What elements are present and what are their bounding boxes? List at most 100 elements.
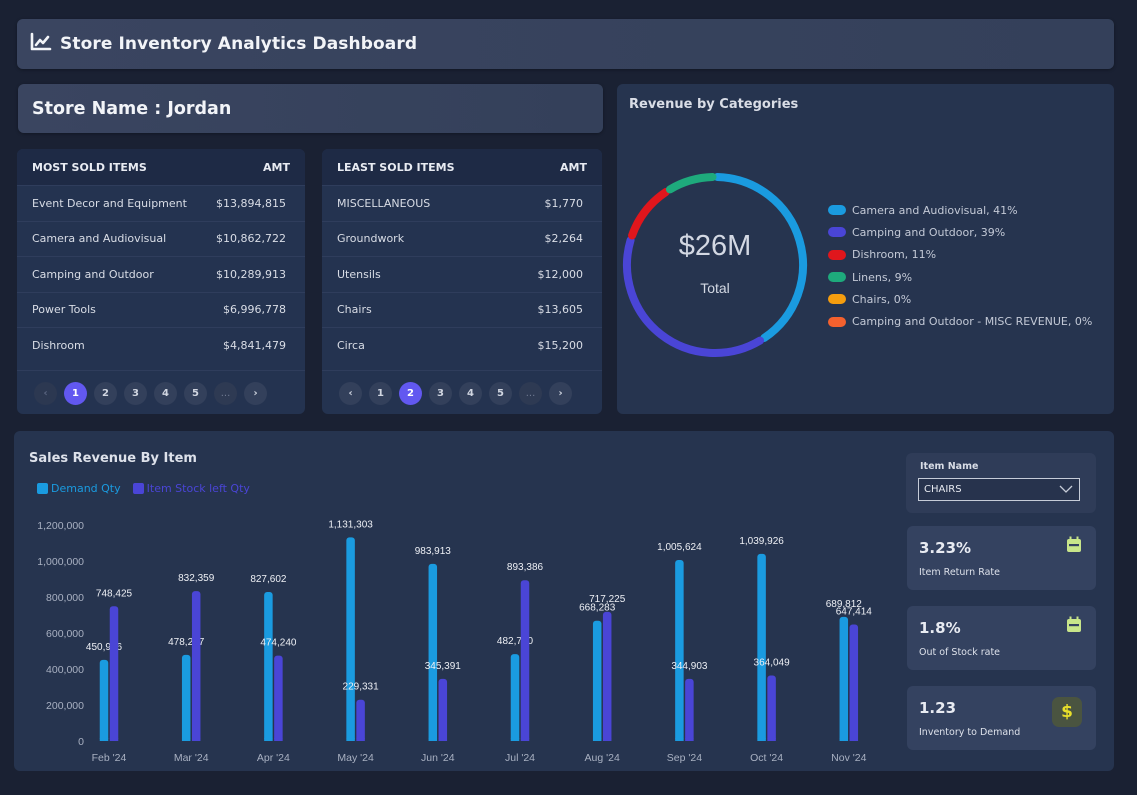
bar-base <box>839 738 849 741</box>
pagination: ‹ 1 2 3 4 5 ... › <box>34 382 267 405</box>
bar-base <box>99 738 109 741</box>
item-name-select[interactable]: CHAIRS <box>918 478 1080 501</box>
bar-stock-left-qty[interactable] <box>274 655 283 741</box>
bar-stock-left-qty[interactable] <box>767 675 776 741</box>
page-button-1[interactable]: 1 <box>369 382 392 405</box>
column-header-amt[interactable]: AMT <box>263 160 290 174</box>
legend-item[interactable]: Camping and Outdoor, 39% <box>828 221 1092 243</box>
revenue-by-categories-card: $26M Total Revenue by Categories Camera … <box>617 84 1114 414</box>
legend-item[interactable]: Item Stock left Qty <box>132 482 250 495</box>
y-tick-label: 800,000 <box>46 592 84 604</box>
kpi-label: Out of Stock rate <box>919 647 1001 658</box>
bar-base <box>849 738 859 741</box>
chevron-down-icon <box>1059 484 1073 497</box>
table-row[interactable]: Dishroom $4,841,479 <box>17 327 305 363</box>
bar-stock-left-qty[interactable] <box>191 591 201 741</box>
bar-base <box>191 738 201 741</box>
donut-slice-dishroom[interactable] <box>628 188 670 240</box>
legend-item[interactable]: Dishroom, 11% <box>828 244 1092 266</box>
bar-base <box>757 738 766 741</box>
item-name: Chairs <box>337 303 372 317</box>
page-button-3[interactable]: 3 <box>429 382 452 405</box>
donut-center-label: Total <box>700 280 730 296</box>
table-row[interactable]: MISCELLANEOUS $1,770 <box>322 185 602 221</box>
column-header-item[interactable]: MOST SOLD ITEMS <box>32 160 147 174</box>
sales-revenue-card: 0 200,000 400,000 600,000 800,000 1,000,000 1,… <box>14 431 1114 771</box>
bar-demand-qty[interactable] <box>99 659 109 741</box>
legend-item[interactable]: Linens, 9% <box>828 266 1092 288</box>
table-row[interactable]: Camera and Audiovisual $10,862,722 <box>17 220 305 257</box>
bar-base <box>685 738 694 741</box>
page-button-3[interactable]: 3 <box>124 382 147 405</box>
table-row[interactable]: Power Tools $6,996,778 <box>17 291 305 328</box>
bar-demand-qty[interactable] <box>757 553 766 741</box>
kpi-value: 1.8% <box>919 619 961 637</box>
kpi-out-of-stock-rate: 1.8% Out of Stock rate <box>907 606 1096 670</box>
legend-item[interactable]: Camera and Audiovisual, 41% <box>828 199 1092 221</box>
page-button-4[interactable]: 4 <box>459 382 482 405</box>
bar-demand-qty[interactable] <box>675 559 684 741</box>
table-row[interactable]: Utensils $12,000 <box>322 256 602 292</box>
donut-slice-camera-and-audiovisual[interactable] <box>713 173 807 342</box>
table-row[interactable]: Event Decor and Equipment $13,894,815 <box>17 185 305 221</box>
page-ellipsis[interactable]: ... <box>519 382 542 405</box>
page-button-4[interactable]: 4 <box>154 382 177 405</box>
bar-demand-qty[interactable] <box>428 563 438 741</box>
donut-slice-linens[interactable] <box>665 173 717 194</box>
bar-demand-qty[interactable] <box>510 654 520 741</box>
bar-stock-left-qty[interactable] <box>520 580 530 741</box>
page-button-2[interactable]: 2 <box>94 382 117 405</box>
bar-stock-left-qty[interactable] <box>109 606 119 741</box>
dashboard-title: Store Inventory Analytics Dashboard <box>60 34 418 54</box>
page-ellipsis[interactable]: ... <box>214 382 237 405</box>
page-button-5[interactable]: 5 <box>184 382 207 405</box>
bar-stock-left-qty[interactable] <box>849 624 859 741</box>
table-row[interactable]: Groundwork $2,264 <box>322 220 602 257</box>
item-name: Circa <box>337 338 365 352</box>
table-row[interactable]: Camping and Outdoor $10,289,913 <box>17 256 305 292</box>
next-page-button[interactable]: › <box>244 382 267 405</box>
legend-swatch <box>828 205 846 216</box>
bar-demand-qty[interactable] <box>592 620 602 741</box>
bar-base <box>510 738 520 741</box>
y-tick-label: 600,000 <box>46 628 84 640</box>
prev-page-button[interactable]: ‹ <box>34 382 57 405</box>
item-amount: $13,605 <box>537 303 584 317</box>
bar-stock-left-qty[interactable] <box>356 699 365 741</box>
page-button-5[interactable]: 5 <box>489 382 512 405</box>
data-label: 474,240 <box>260 638 297 649</box>
data-label: 983,913 <box>415 546 452 557</box>
bar-demand-qty[interactable] <box>264 592 273 741</box>
kpi-label: Item Return Rate <box>919 567 1000 578</box>
bar-base <box>264 738 273 741</box>
x-tick-label: May '24 <box>337 752 374 764</box>
page-button-2[interactable]: 2 <box>399 382 422 405</box>
bar-stock-left-qty[interactable] <box>602 611 612 741</box>
bar-demand-qty[interactable] <box>839 616 849 741</box>
column-header-amt[interactable]: AMT <box>560 160 587 174</box>
item-name: Camera and Audiovisual <box>32 232 167 246</box>
legend-item[interactable]: Chairs, 0% <box>828 288 1092 310</box>
page-button-1[interactable]: 1 <box>64 382 87 405</box>
line-chart-icon <box>30 32 52 56</box>
bar-demand-qty[interactable] <box>181 654 191 741</box>
filter-label: Item Name <box>920 461 979 472</box>
table-row[interactable]: Circa $15,200 <box>322 327 602 363</box>
prev-page-button[interactable]: ‹ <box>339 382 362 405</box>
column-header-item[interactable]: LEAST SOLD ITEMS <box>337 160 455 174</box>
legend-item[interactable]: Camping and Outdoor - MISC REVENUE, 0% <box>828 310 1092 332</box>
bar-demand-qty[interactable] <box>346 537 355 741</box>
sales-bar-chart: 0 200,000 400,000 600,000 800,000 1,000,000 1,… <box>37 519 872 764</box>
data-label: 1,039,926 <box>739 536 784 547</box>
x-tick-label: Aug '24 <box>585 752 620 764</box>
bar-stock-left-qty[interactable] <box>685 678 694 741</box>
legend-item[interactable]: Demand Qty <box>37 482 121 495</box>
table-row[interactable]: Chairs $13,605 <box>322 291 602 328</box>
next-page-button[interactable]: › <box>549 382 572 405</box>
bar-stock-left-qty[interactable] <box>438 678 448 741</box>
x-tick-label: Jun '24 <box>421 752 455 764</box>
kpi-label: Inventory to Demand <box>919 727 1021 738</box>
selected-value: CHAIRS <box>924 484 962 495</box>
data-label: 668,283 <box>579 603 616 614</box>
donut-slice-camping-and-outdoor[interactable] <box>623 236 765 357</box>
